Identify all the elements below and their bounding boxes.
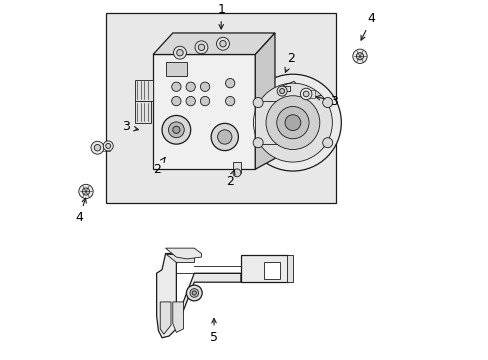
Text: 4: 4 — [76, 198, 86, 224]
Polygon shape — [176, 273, 241, 329]
Polygon shape — [156, 253, 176, 338]
Circle shape — [192, 291, 196, 295]
Circle shape — [225, 78, 234, 88]
Circle shape — [105, 143, 110, 148]
Circle shape — [168, 122, 184, 138]
Circle shape — [352, 49, 366, 63]
Text: 2: 2 — [226, 170, 234, 188]
Circle shape — [186, 285, 202, 301]
Circle shape — [216, 37, 229, 50]
Circle shape — [279, 89, 284, 94]
Circle shape — [91, 141, 104, 154]
Circle shape — [322, 98, 332, 108]
Circle shape — [173, 46, 186, 59]
Bar — [241, 255, 287, 282]
Circle shape — [276, 107, 308, 139]
Circle shape — [244, 74, 341, 171]
Circle shape — [94, 144, 101, 151]
Circle shape — [356, 53, 363, 60]
Bar — [96, 145, 110, 150]
Circle shape — [195, 41, 207, 54]
Polygon shape — [172, 302, 183, 332]
Bar — [286, 255, 293, 282]
Circle shape — [82, 188, 89, 195]
Bar — [165, 62, 187, 76]
Circle shape — [198, 44, 204, 50]
Polygon shape — [153, 33, 274, 54]
Polygon shape — [255, 33, 274, 169]
Circle shape — [162, 116, 190, 144]
Circle shape — [171, 82, 181, 91]
Circle shape — [190, 289, 198, 297]
Circle shape — [253, 138, 263, 148]
Text: 2: 2 — [152, 157, 165, 176]
Circle shape — [219, 41, 226, 47]
Circle shape — [265, 96, 319, 149]
Circle shape — [79, 184, 93, 199]
Circle shape — [253, 98, 263, 108]
Circle shape — [253, 83, 332, 162]
Circle shape — [200, 96, 209, 106]
Text: 4: 4 — [360, 12, 375, 40]
Circle shape — [303, 91, 308, 97]
Circle shape — [217, 130, 231, 144]
Text: 5: 5 — [209, 319, 218, 343]
Circle shape — [211, 123, 238, 150]
Bar — [304, 90, 314, 98]
Circle shape — [200, 82, 209, 91]
Circle shape — [172, 126, 180, 134]
Circle shape — [322, 138, 332, 148]
Polygon shape — [135, 80, 153, 101]
Circle shape — [185, 82, 195, 91]
Circle shape — [225, 96, 234, 106]
Bar — [106, 13, 335, 203]
Circle shape — [285, 115, 300, 131]
Circle shape — [300, 88, 311, 100]
Bar — [233, 162, 241, 173]
Bar — [153, 54, 255, 169]
Text: 1: 1 — [217, 3, 224, 29]
Circle shape — [233, 169, 241, 177]
Polygon shape — [165, 253, 194, 262]
Bar — [255, 101, 276, 144]
Text: 3: 3 — [122, 121, 138, 134]
Bar — [279, 86, 290, 91]
Circle shape — [176, 49, 183, 56]
Circle shape — [277, 86, 286, 96]
Polygon shape — [135, 101, 151, 123]
Circle shape — [171, 96, 181, 106]
Text: 3: 3 — [315, 95, 338, 108]
Polygon shape — [165, 248, 201, 259]
Polygon shape — [160, 302, 171, 334]
Circle shape — [185, 96, 195, 106]
Bar — [264, 262, 280, 279]
Circle shape — [103, 141, 113, 151]
Text: 2: 2 — [285, 51, 294, 72]
